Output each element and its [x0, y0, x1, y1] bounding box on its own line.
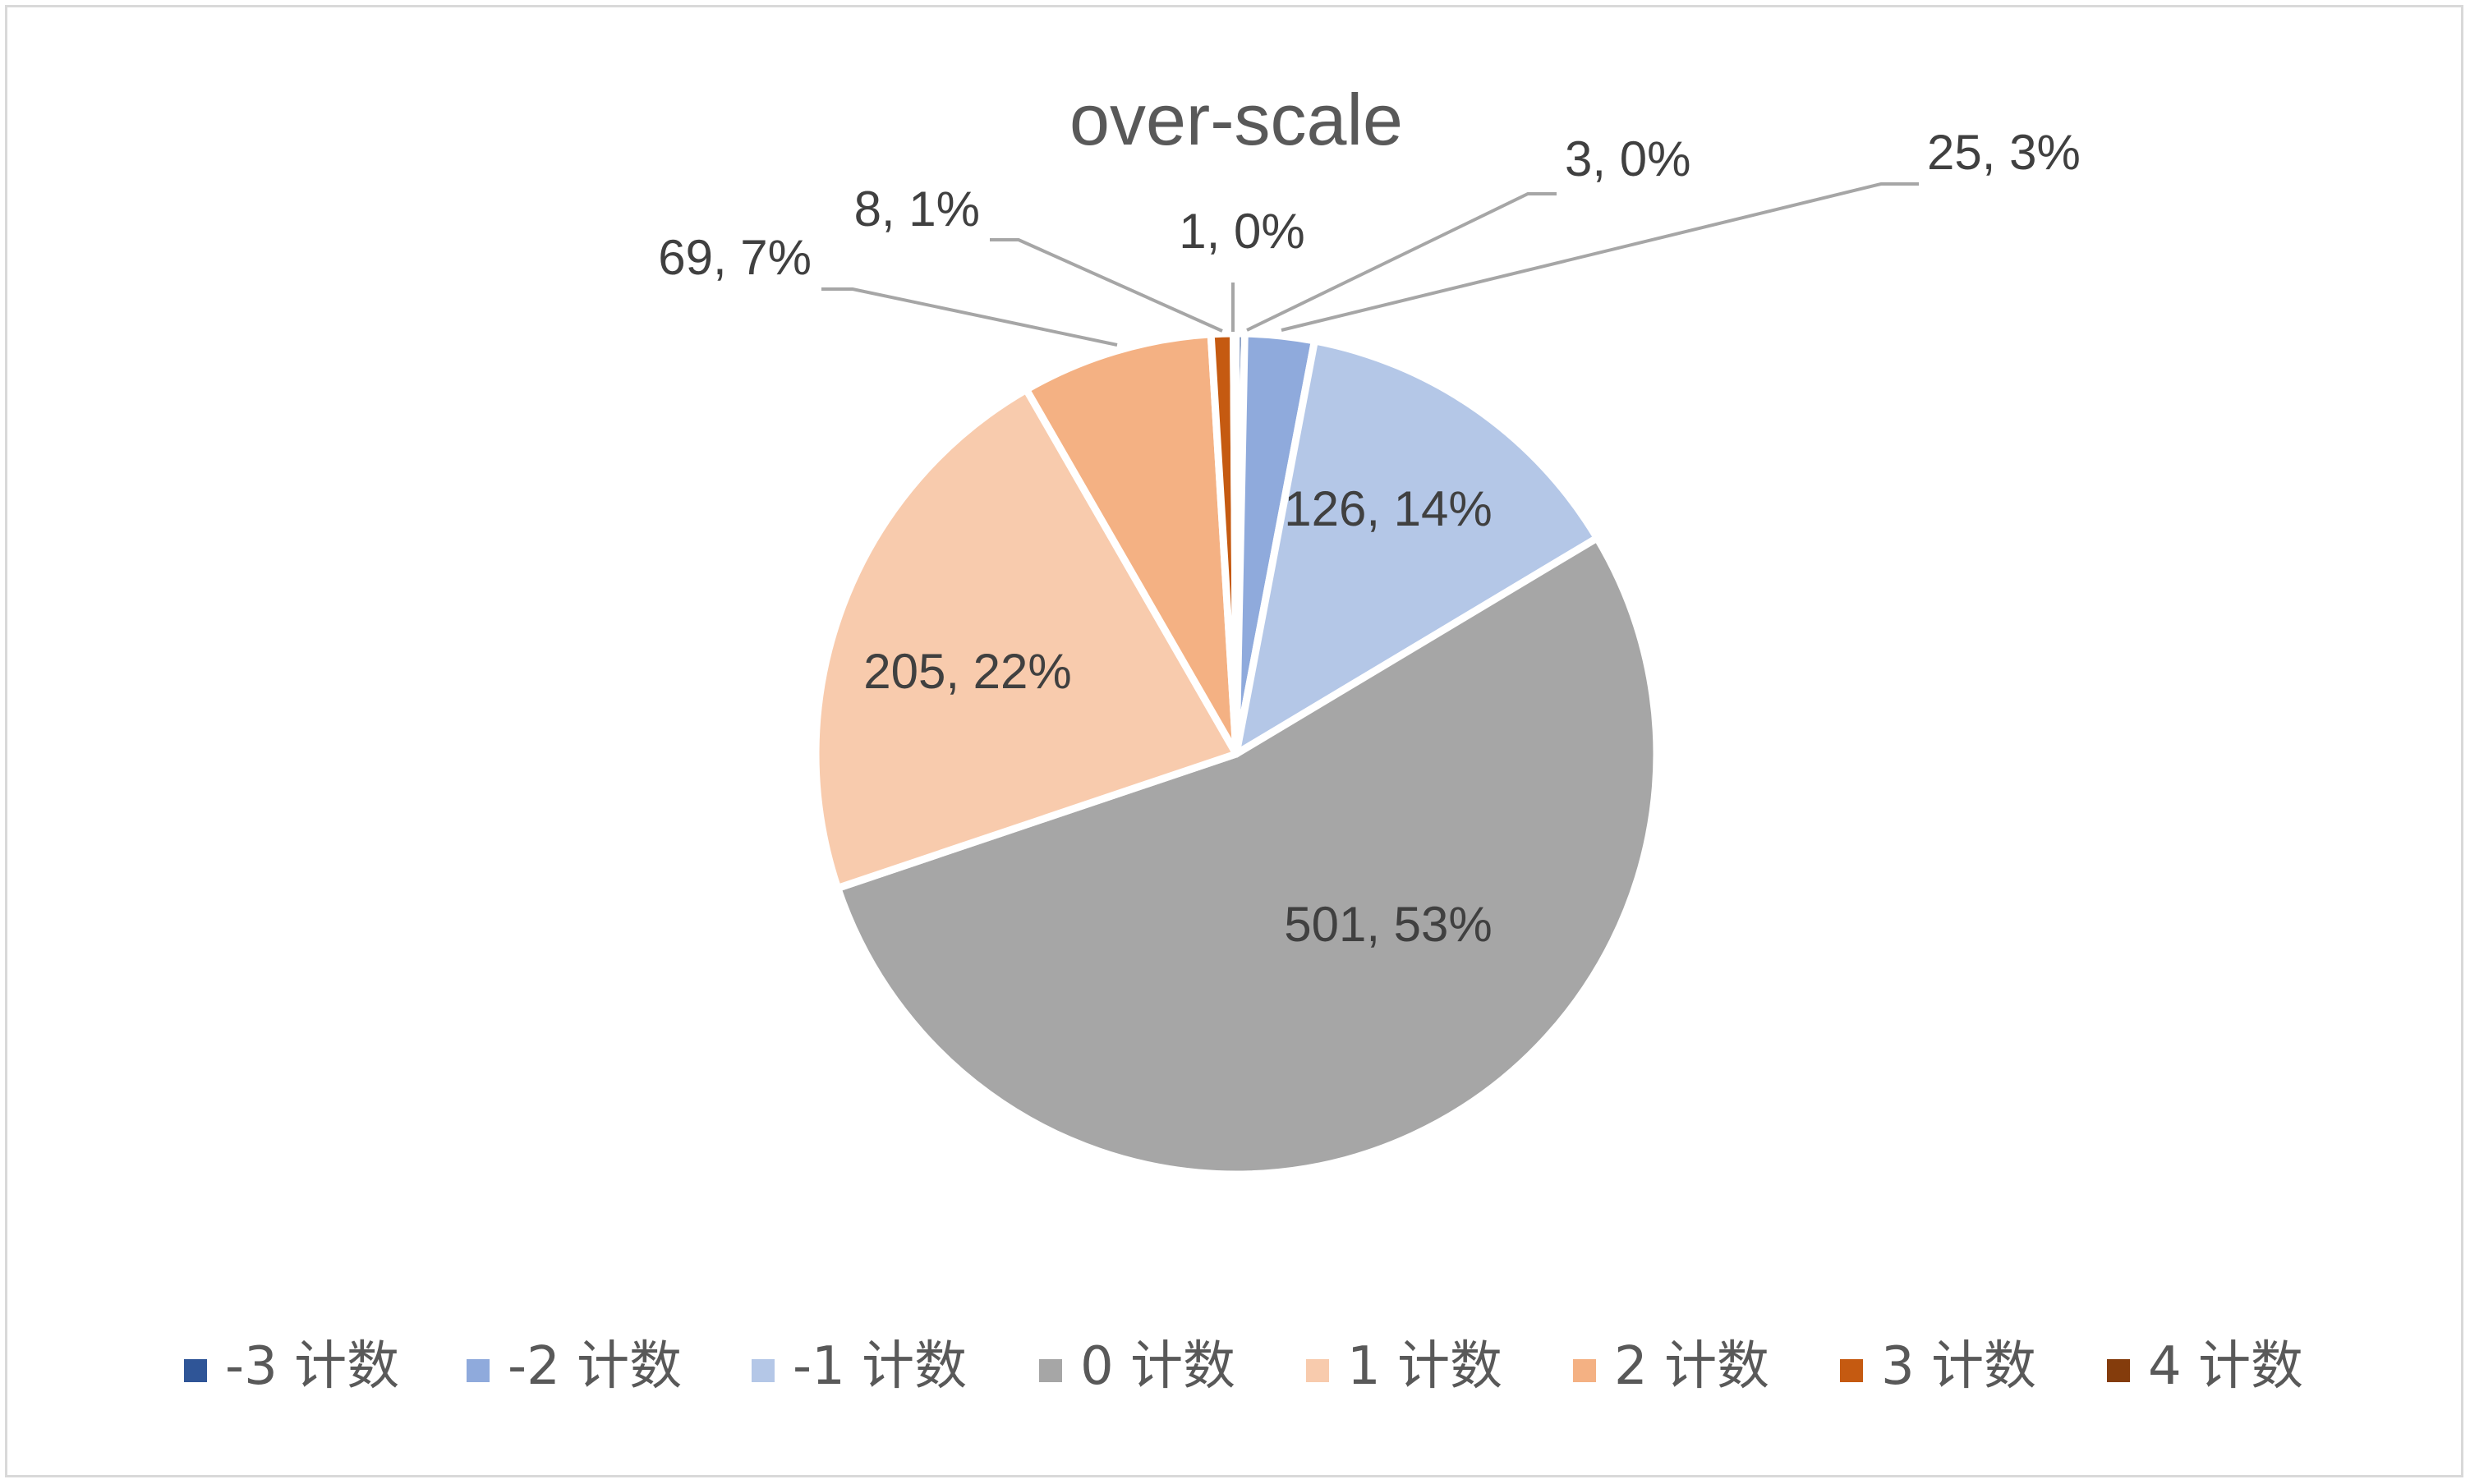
leader-line-minus-3 [1246, 192, 1557, 332]
pie-slice-4 [1230, 329, 1240, 758]
legend-label-minus-1: -1 计数 [793, 1336, 967, 1397]
legend-swatch-1 [1306, 1359, 1329, 1382]
legend-label-minus-2: -2 计数 [508, 1336, 682, 1397]
legend-label-0: 0 计数 [1080, 1336, 1235, 1397]
chart-title: over-scale [1069, 79, 1403, 160]
legend-label-1: 1 计数 [1347, 1336, 1502, 1397]
legend-swatch-minus-2 [467, 1359, 490, 1382]
legend-swatch-minus-1 [752, 1359, 775, 1382]
legend-swatch-3 [1840, 1359, 1863, 1382]
legend-item-minus-1: -1 计数 [752, 1336, 967, 1397]
legend-swatch-2 [1573, 1359, 1596, 1382]
legend-item-minus-2: -2 计数 [467, 1336, 682, 1397]
legend-item-0: 0 计数 [1039, 1336, 1235, 1397]
legend-label-minus-3: -3 计数 [225, 1336, 399, 1397]
data-label-4: 1, 0% [1179, 204, 1304, 259]
data-label-minus-1: 126, 14% [1284, 481, 1493, 536]
legend-item-3: 3 计数 [1840, 1336, 2036, 1397]
pie-slice-1 [812, 385, 1240, 892]
legend-swatch-0 [1039, 1359, 1062, 1382]
legend-item-minus-3: -3 计数 [184, 1336, 399, 1397]
legend-swatch-minus-3 [184, 1359, 207, 1382]
legend-label-3: 3 计数 [1881, 1336, 2036, 1397]
legend-label-2: 2 计数 [1614, 1336, 1769, 1397]
legend-swatch-4 [2107, 1359, 2130, 1382]
pie-slice-2 [1023, 330, 1240, 758]
data-label-0: 501, 53% [1284, 897, 1493, 952]
data-label-minus-2: 25, 3% [1927, 125, 2081, 180]
data-label-3: 8, 1% [854, 181, 980, 237]
data-label-2: 69, 7% [658, 230, 812, 285]
data-label-1: 205, 22% [863, 644, 1072, 699]
legend-item-4: 4 计数 [2107, 1336, 2303, 1397]
leader-line-2 [821, 287, 1118, 347]
legend-item-1: 1 计数 [1306, 1336, 1502, 1397]
legend-item-2: 2 计数 [1573, 1336, 1769, 1397]
pie-slice-0 [834, 534, 1661, 1178]
pie-slice-minus-1 [1232, 337, 1601, 758]
data-label-minus-3: 3, 0% [1565, 131, 1690, 186]
legend-label-4: 4 计数 [2148, 1336, 2303, 1397]
leader-line-3 [990, 238, 1223, 333]
leader-line-minus-2 [1281, 182, 1919, 332]
